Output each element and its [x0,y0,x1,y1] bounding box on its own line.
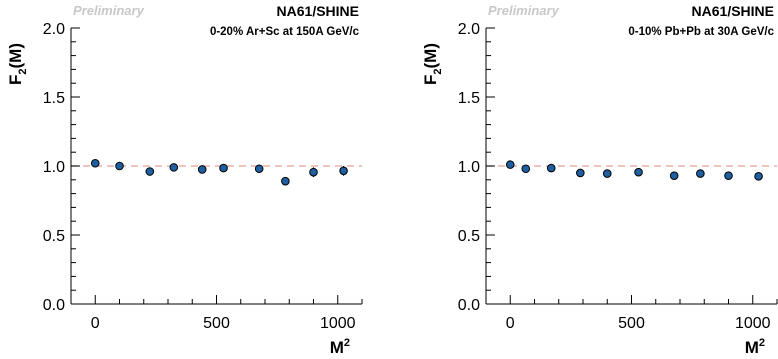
x-axis-title: M2 [745,337,765,357]
y-tick-label: 1.5 [43,90,65,107]
data-point [754,172,763,181]
data-point [339,166,348,176]
y-axis-title: F2(M) [421,43,444,85]
y-tick-label: 1.5 [458,90,480,107]
chart-panel-ar-sc: 0.0 0.5 1.0 1.5 2.0 0 500 1000 M2 F2(M) Preliminar… [6,3,363,357]
experiment-label: NA61/SHINE [277,3,359,19]
y-tick-label: 2.0 [43,21,65,38]
data-point [90,158,100,168]
data-point [309,167,318,177]
y-tick-label: 2.0 [458,21,480,38]
data-point [115,161,124,171]
data-point [634,167,643,177]
data-point [696,169,705,178]
y-tick-label: 0.0 [43,297,65,314]
x-tick-label: 500 [203,315,230,332]
y-tick-label: 0.5 [43,228,65,245]
data-point [546,163,556,173]
data-point [197,165,207,174]
data-point [281,176,290,186]
data-point [724,171,733,180]
data-point [576,168,585,178]
data-point [254,164,264,174]
x-tick-label: 0 [91,315,100,332]
y-tick-label: 0.0 [458,297,480,314]
preliminary-label: Preliminary [488,3,560,18]
data-point [219,163,228,173]
data-point [169,163,179,172]
data-point [145,167,155,176]
chart-panel-pb-pb: 0.0 0.5 1.0 1.5 2.0 0 500 1000 M2 F2(M) Preliminar… [421,3,778,357]
y-axis-title: F2(M) [6,43,29,85]
system-label: 0-10% Pb+Pb at 30A GeV/c [628,26,774,38]
x-tick-label: 500 [618,315,645,332]
system-label: 0-20% Ar+Sc at 150A GeV/c [210,26,360,38]
preliminary-label: Preliminary [73,3,145,18]
x-tick-label: 0 [506,315,515,332]
y-tick-label: 0.5 [458,228,480,245]
x-tick-label: 1000 [320,315,356,332]
x-tick-label: 1000 [735,315,771,332]
y-tick-label: 1.0 [458,159,480,176]
experiment-label: NA61/SHINE [692,3,774,19]
data-point [669,171,679,180]
data-point [521,164,531,174]
data-point [602,169,612,178]
y-tick-label: 1.0 [43,159,65,176]
data-point [505,160,515,169]
x-axis-title: M2 [330,337,350,357]
